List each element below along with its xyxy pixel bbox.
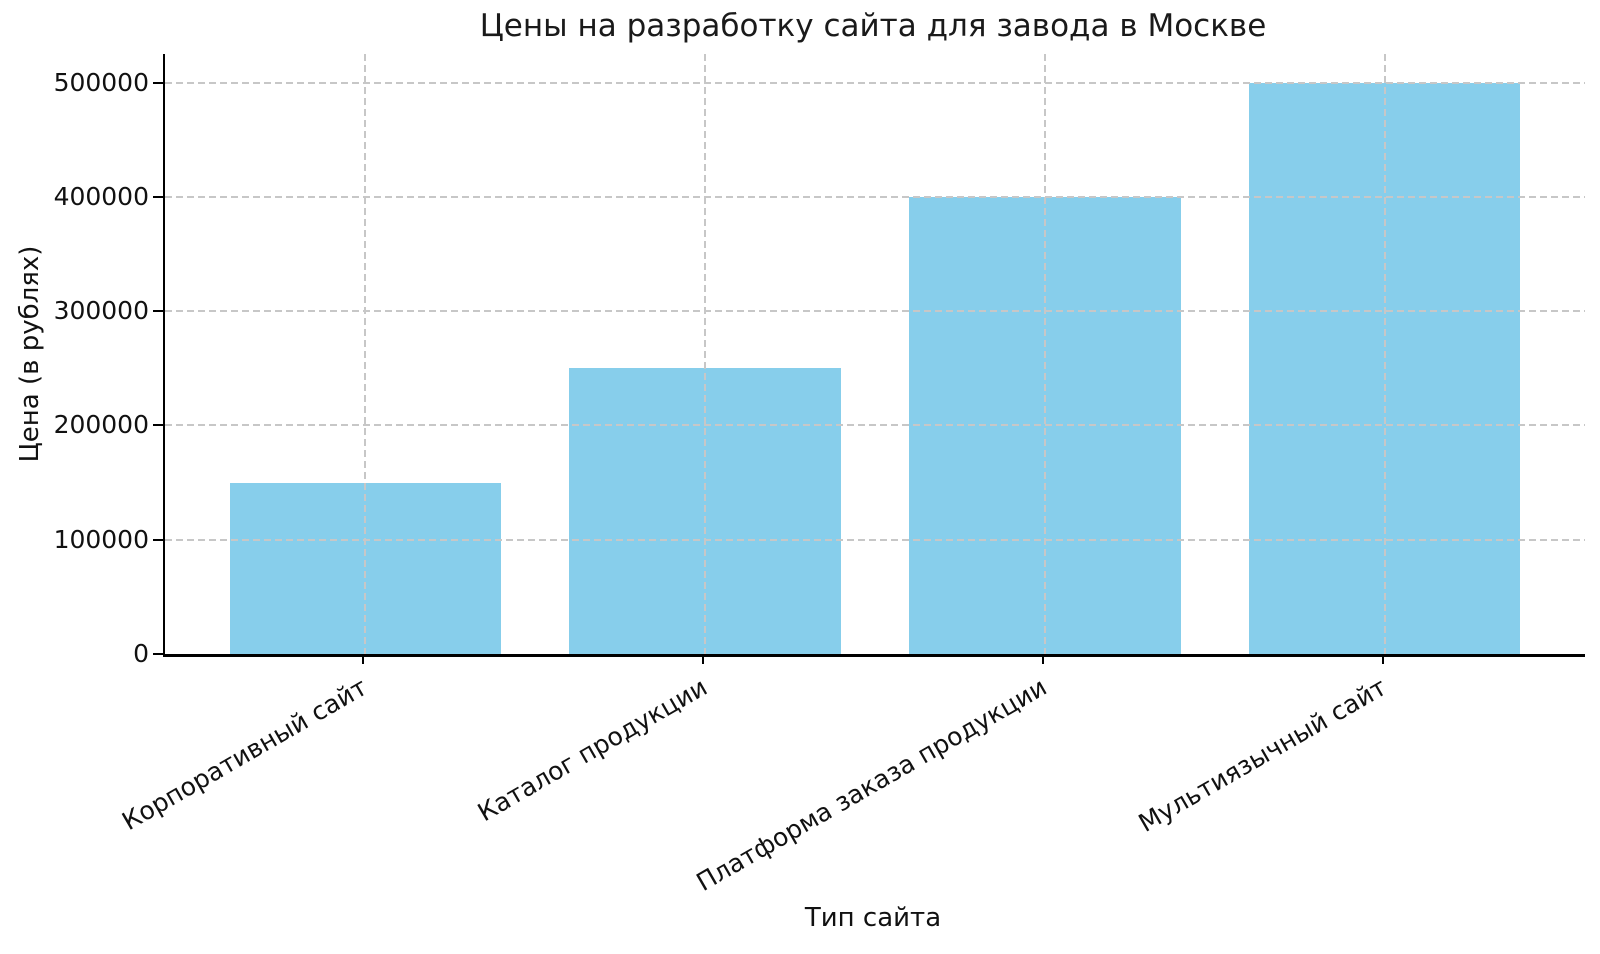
ytick-mark-400000 bbox=[153, 195, 163, 198]
x-axis-label: Тип сайта bbox=[804, 903, 942, 933]
gridline-h-200000 bbox=[165, 424, 1585, 427]
ytick-mark-0 bbox=[153, 653, 163, 655]
gridline-v-1 bbox=[704, 54, 707, 654]
xtick-mark-1 bbox=[702, 654, 705, 664]
gridline-h-300000 bbox=[165, 310, 1585, 313]
gridline-h-100000 bbox=[165, 538, 1585, 541]
ytick-mark-300000 bbox=[153, 310, 163, 313]
ytick-label-0: 0 bbox=[133, 639, 149, 668]
xtick-mark-3 bbox=[1381, 654, 1384, 664]
ytick-mark-100000 bbox=[153, 538, 163, 541]
xtick-label-2: Платформа заказа продукции bbox=[691, 672, 1052, 897]
chart-title: Цены на разработку сайта для завода в Мо… bbox=[479, 8, 1267, 44]
ytick-mark-500000 bbox=[153, 81, 163, 84]
gridline-v-3 bbox=[1383, 54, 1386, 654]
plot-area bbox=[163, 54, 1585, 657]
ytick-label-200000: 200000 bbox=[53, 410, 149, 440]
xtick-label-3: Мультиязычный сайт bbox=[1133, 672, 1392, 838]
gridline-h-500000 bbox=[165, 81, 1585, 84]
ytick-label-500000: 500000 bbox=[53, 67, 149, 97]
ytick-label-400000: 400000 bbox=[53, 181, 149, 211]
xtick-mark-2 bbox=[1041, 654, 1044, 664]
xtick-label-0: Корпоративный сайт bbox=[117, 672, 372, 837]
ytick-label-100000: 100000 bbox=[53, 524, 149, 554]
gridline-h-400000 bbox=[165, 195, 1585, 198]
xtick-label-1: Каталог продукции bbox=[472, 672, 712, 828]
gridline-v-2 bbox=[1043, 54, 1046, 654]
gridline-v-0 bbox=[364, 54, 367, 654]
ytick-label-300000: 300000 bbox=[53, 296, 149, 326]
xtick-mark-0 bbox=[362, 654, 365, 664]
ytick-mark-200000 bbox=[153, 424, 163, 427]
